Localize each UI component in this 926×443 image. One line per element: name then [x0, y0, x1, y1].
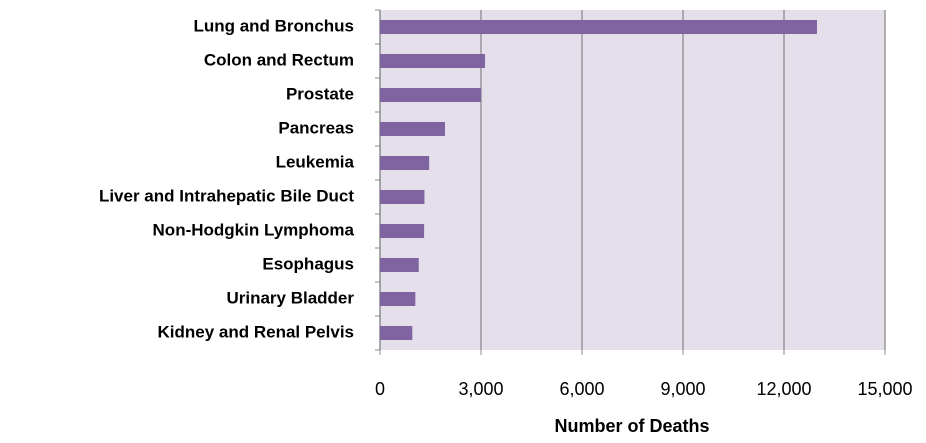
x-tick-label: 0: [375, 379, 385, 399]
bar: [380, 326, 413, 340]
bar: [380, 190, 425, 204]
y-tick-label: Colon and Rectum: [204, 50, 354, 69]
y-tick-label: Esophagus: [262, 254, 354, 273]
bar: [380, 88, 481, 102]
y-tick-label: Lung and Bronchus: [193, 16, 354, 35]
bar: [380, 122, 445, 136]
x-tick-label: 12,000: [756, 379, 811, 399]
bar: [380, 54, 486, 68]
x-tick-label: 6,000: [559, 379, 604, 399]
y-tick-label: Liver and Intrahepatic Bile Duct: [99, 186, 354, 205]
y-tick-label: Prostate: [286, 84, 354, 103]
y-tick-label: Kidney and Renal Pelvis: [157, 322, 354, 341]
y-tick-label: Pancreas: [278, 118, 354, 137]
y-tick-label: Urinary Bladder: [226, 288, 354, 307]
bar: [380, 258, 419, 272]
bar: [380, 156, 430, 170]
x-tick-label: 15,000: [857, 379, 912, 399]
bar: [380, 292, 416, 306]
x-tick-label: 9,000: [660, 379, 705, 399]
x-axis-title: Number of Deaths: [554, 416, 709, 436]
y-tick-label: Leukemia: [276, 152, 355, 171]
bar: [380, 20, 817, 34]
x-tick-label: 3,000: [458, 379, 503, 399]
bar: [380, 224, 425, 238]
y-tick-label: Non-Hodgkin Lymphoma: [153, 220, 355, 239]
